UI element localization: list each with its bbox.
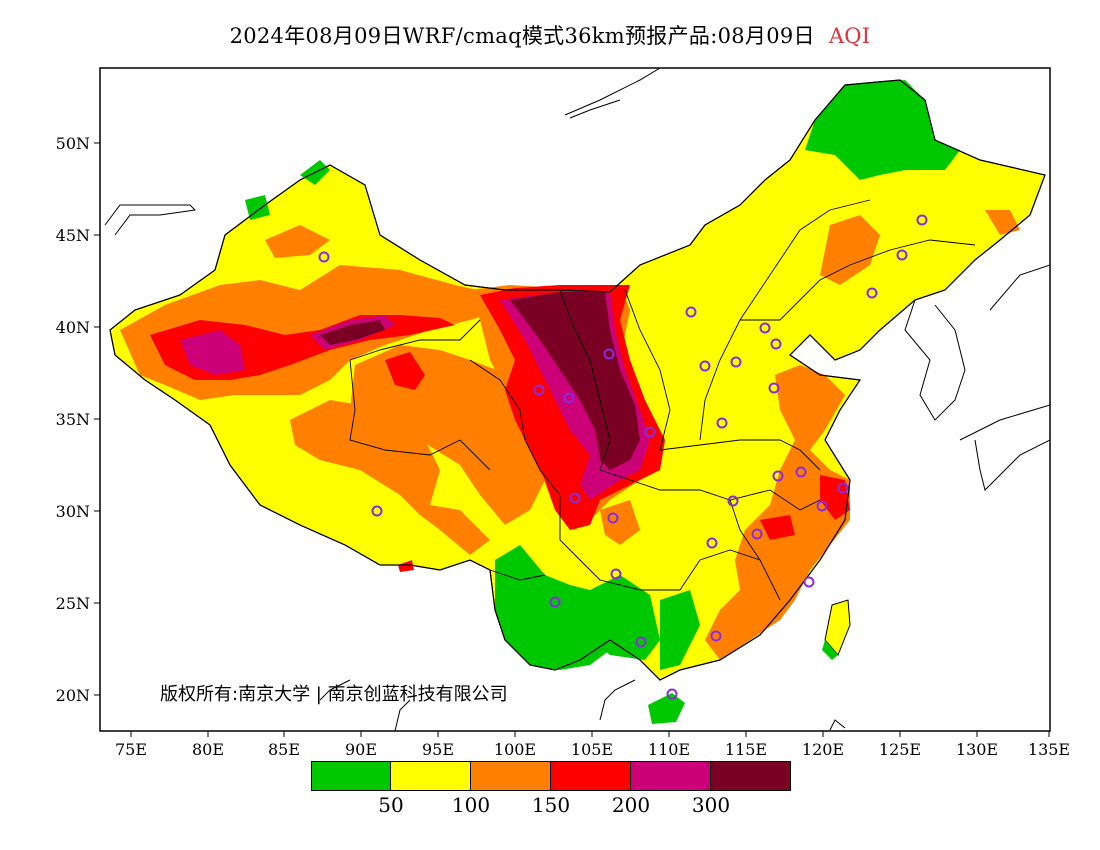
region-good-west <box>245 195 270 220</box>
station-marker <box>710 630 722 642</box>
station-marker <box>837 482 849 494</box>
china-border <box>109 79 1046 681</box>
station-marker <box>816 500 828 512</box>
lat-tick-label: 45N <box>56 226 90 245</box>
legend-swatch <box>551 761 631 791</box>
region-hazardous-north <box>510 292 640 470</box>
station-marker <box>318 251 330 263</box>
lon-tick-label: 115E <box>725 740 767 759</box>
legend-swatch <box>391 761 471 791</box>
lat-tick-label: 20N <box>56 686 90 705</box>
lon-tick-label: 105E <box>571 740 613 759</box>
region-unhealthy-east <box>820 475 850 520</box>
lat-tick-label: 35N <box>56 410 90 429</box>
region-good-guangxi <box>660 590 700 670</box>
station-marker <box>759 322 771 334</box>
station-markers <box>318 214 928 700</box>
map-title-text: 2024年08月09日WRF/cmaq模式36km预报产品:08月09日 <box>229 24 815 48</box>
province-boundaries <box>349 199 976 601</box>
station-marker <box>607 512 619 524</box>
region-taiwan <box>824 599 851 656</box>
region-unhealthy-jiangxi <box>760 515 795 540</box>
lat-tick-label: 40N <box>56 318 90 337</box>
legend-swatch <box>471 761 551 791</box>
station-marker <box>685 306 697 318</box>
station-marker <box>603 348 615 360</box>
region-sensitive-xj <box>265 225 330 258</box>
legend-swatch <box>631 761 711 791</box>
region-sensitive-northeast <box>820 215 880 285</box>
region-sensitive-sichuan <box>600 500 640 545</box>
station-marker <box>610 568 622 580</box>
lon-tick-label: 90E <box>345 740 377 759</box>
region-good-yunnan <box>580 575 660 660</box>
lon-tick-label: 130E <box>956 740 998 759</box>
station-marker <box>795 466 807 478</box>
station-marker <box>772 470 784 482</box>
region-good-taiwan <box>822 640 838 660</box>
coastlines <box>104 68 1050 731</box>
region-good-northeast <box>805 80 960 180</box>
station-marker <box>371 505 383 517</box>
station-marker <box>730 356 742 368</box>
station-marker <box>770 338 782 350</box>
lon-tick-label: 125E <box>879 740 921 759</box>
legend-label: 200 <box>611 793 651 817</box>
lon-tick-label: 85E <box>268 740 300 759</box>
map-variable-label: AQI <box>828 24 871 48</box>
station-marker <box>716 417 728 429</box>
region-sensitive-ne2 <box>985 210 1020 235</box>
region-unhealthy-tibet <box>385 352 425 390</box>
plot-frame <box>99 67 1051 732</box>
station-marker <box>916 214 928 226</box>
map-title: 2024年08月09日WRF/cmaq模式36km预报产品:08月09日 AQI <box>0 20 1100 50</box>
legend-swatch <box>711 761 791 791</box>
station-marker <box>563 392 575 404</box>
station-marker <box>751 528 763 540</box>
station-marker <box>699 360 711 372</box>
lat-tick-label: 30N <box>56 502 90 521</box>
station-marker <box>866 287 878 299</box>
lon-tick-label: 100E <box>494 740 536 759</box>
region-sensitive-tibet <box>290 400 490 555</box>
legend-label: 50 <box>378 793 404 817</box>
lon-tick-label: 135E <box>1028 740 1070 759</box>
lon-tick-label: 80E <box>192 740 224 759</box>
station-marker <box>644 426 656 438</box>
lon-axis <box>130 731 1050 737</box>
map-plot-area <box>104 68 1050 731</box>
region-very-unhealthy-west <box>180 330 245 375</box>
legend-swatch <box>311 761 391 791</box>
station-marker <box>569 492 581 504</box>
lon-tick-label: 95E <box>422 740 454 759</box>
legend-label: 100 <box>451 793 491 817</box>
region-unhealthy-south <box>398 560 414 572</box>
copyright-notice: 版权所有:南京大学 | 南京创蓝科技有限公司 <box>160 684 508 705</box>
region-sensitive-east <box>705 365 850 660</box>
lon-tick-label: 110E <box>648 740 690 759</box>
station-marker <box>533 384 545 396</box>
region-good-hainan <box>648 693 685 724</box>
station-marker <box>727 495 739 507</box>
station-marker <box>666 688 678 700</box>
station-marker <box>896 249 908 261</box>
legend-label: 150 <box>531 793 571 817</box>
region-hazardous-west <box>320 320 385 345</box>
lat-tick-label: 50N <box>56 134 90 153</box>
lat-tick-label: 25N <box>56 594 90 613</box>
lon-tick-label: 120E <box>802 740 844 759</box>
station-marker <box>635 636 647 648</box>
station-marker <box>768 382 780 394</box>
lon-tick-label: 75E <box>115 740 147 759</box>
legend-label: 300 <box>691 793 731 817</box>
lat-axis <box>94 142 100 696</box>
station-marker <box>803 576 815 588</box>
station-marker <box>706 537 718 549</box>
station-marker <box>549 596 561 608</box>
